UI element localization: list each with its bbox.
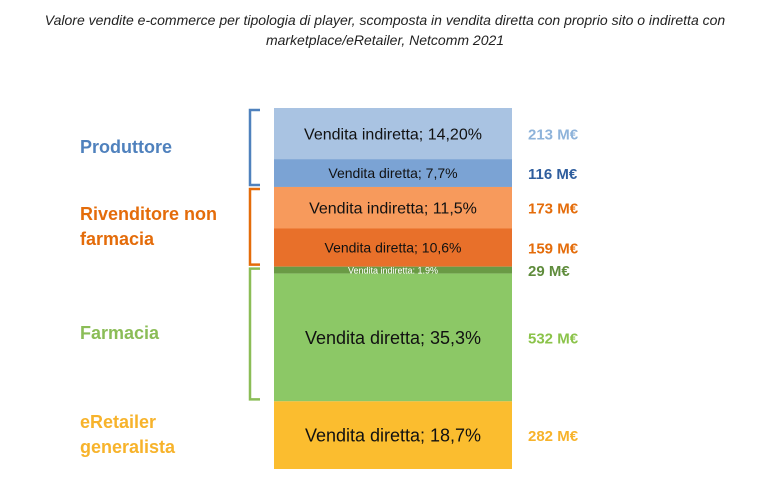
segment-label: Vendita diretta; 35,3% — [305, 328, 481, 348]
segment-label: Vendita diretta; 18,7% — [305, 426, 481, 446]
group-label: eRetailer generalista — [80, 412, 176, 458]
bar-segment — [274, 108, 512, 160]
bar-segment — [274, 266, 512, 274]
bar-segment — [274, 273, 512, 402]
segment-label: Vendita diretta; 10,6% — [325, 240, 462, 256]
group-label: Farmacia — [80, 323, 160, 344]
group-bracket — [248, 267, 260, 401]
value-label: 159 M€ — [528, 241, 579, 258]
chart-title: Valore vendite e-commerce per tipologia … — [44, 12, 726, 48]
segment-label: Vendita indiretta; 1,9% — [348, 265, 438, 275]
value-label: 532 M€ — [528, 330, 579, 347]
bar-segment — [274, 159, 512, 187]
value-label: 213 M€ — [528, 127, 579, 144]
segment-label: Vendita indiretta; 14,20% — [304, 126, 482, 143]
segment-label: Vendita diretta; 7,7% — [328, 165, 457, 181]
value-label: 173 M€ — [528, 201, 579, 218]
value-label: 29 M€ — [528, 263, 570, 280]
group-bracket — [248, 187, 260, 266]
group-bracket — [248, 108, 260, 187]
bar-segment — [274, 401, 512, 469]
group-label: Produttore — [80, 136, 172, 157]
bar-segment — [274, 186, 512, 229]
segment-label: Vendita indiretta; 11,5% — [309, 200, 477, 217]
group-label: Rivenditore non farmacia — [80, 203, 218, 249]
value-label: 282 M€ — [528, 428, 579, 445]
bar-segment — [274, 228, 512, 267]
value-label: 116 M€ — [528, 166, 578, 183]
